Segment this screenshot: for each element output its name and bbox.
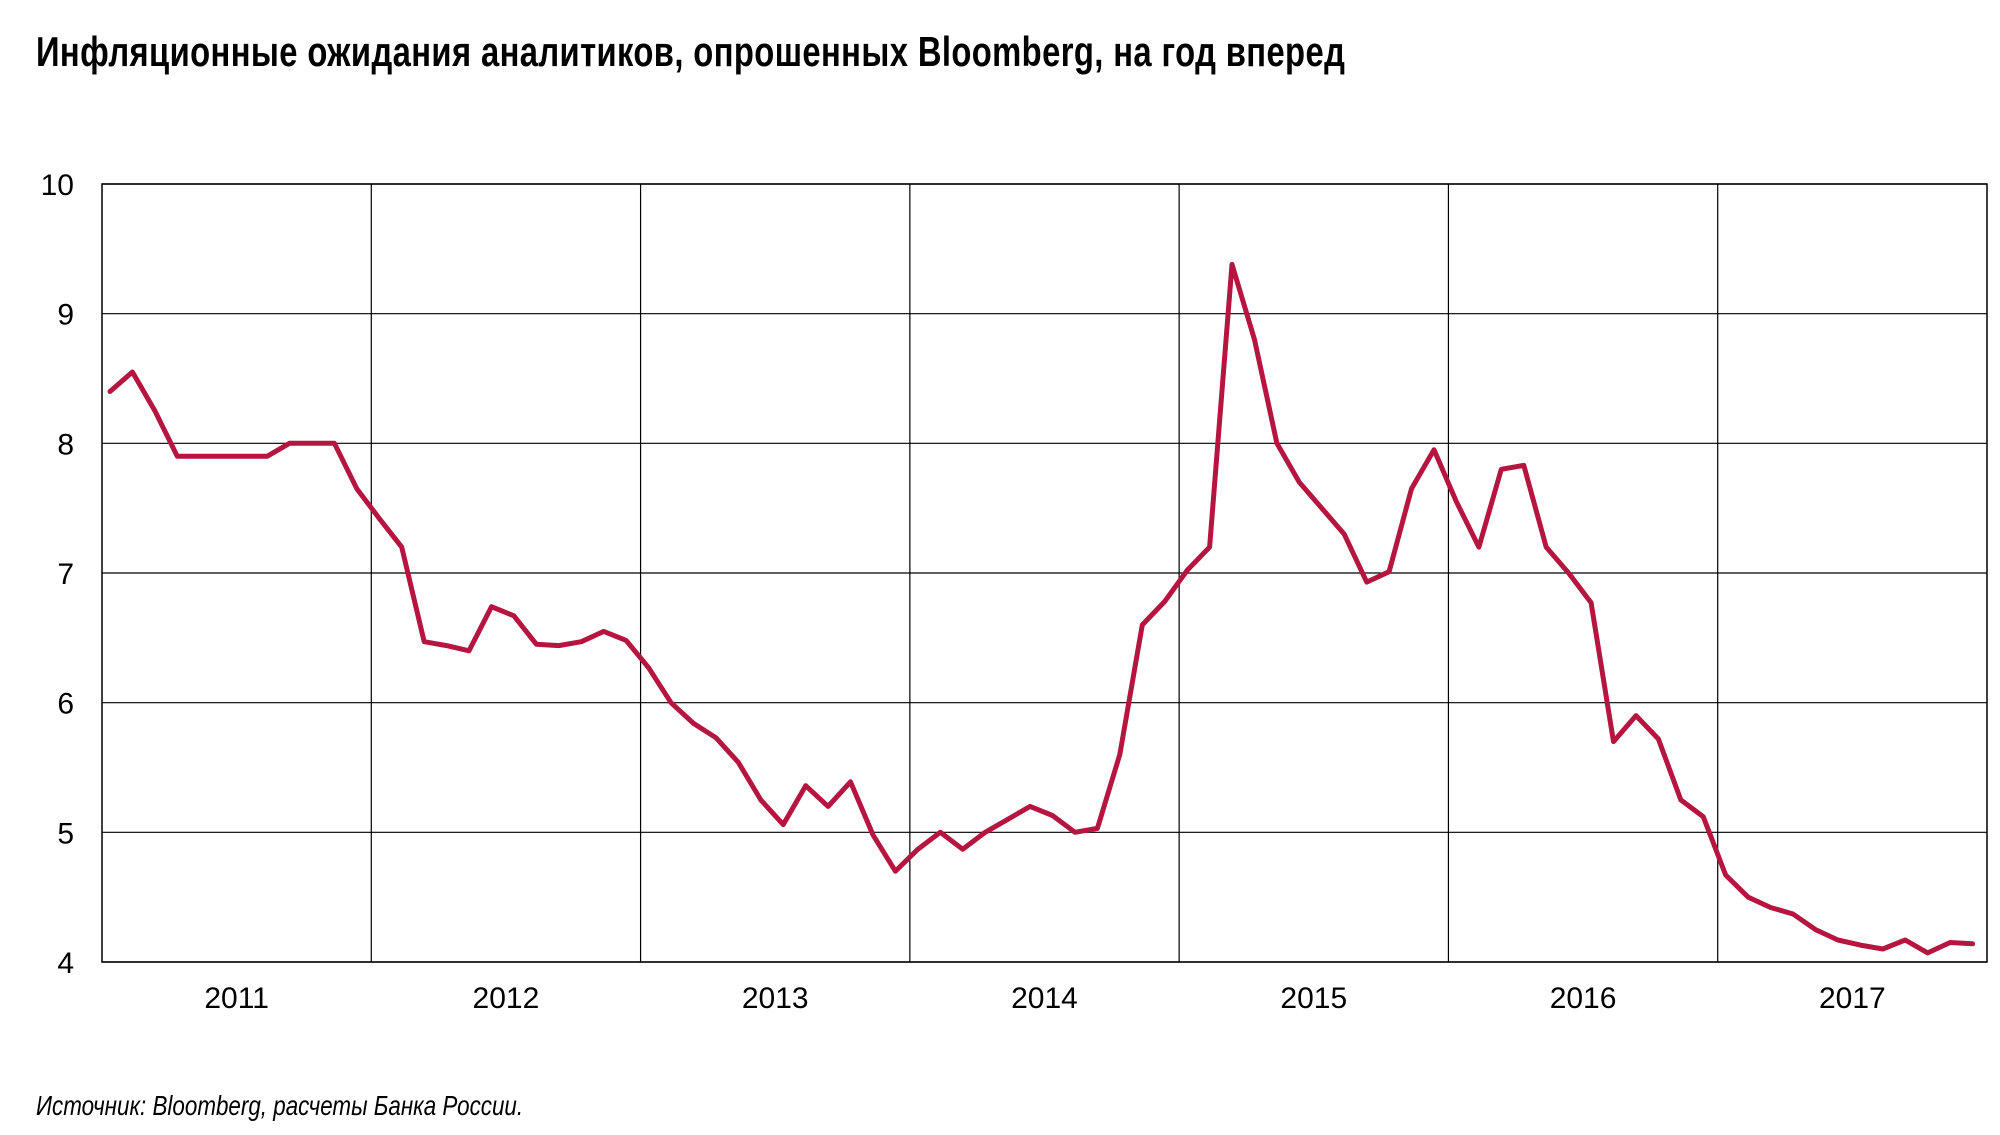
y-tick-label: 10 [41, 169, 74, 202]
x-tick-label: 2013 [742, 982, 809, 1015]
x-tick-label: 2011 [204, 982, 269, 1015]
source-note: Источник: Bloomberg, расчеты Банка Росси… [36, 1090, 524, 1121]
x-tick-label: 2014 [1011, 982, 1078, 1015]
series-line [107, 261, 1976, 956]
y-tick-label: 8 [57, 428, 74, 461]
y-tick-label: 5 [57, 817, 74, 850]
grid [101, 183, 1988, 963]
y-tick-label: 9 [57, 299, 74, 332]
x-tick-labels: 2011 2012 2013 2014 2015 2016 2017 [204, 982, 1885, 1015]
y-tick-label: 7 [57, 558, 74, 591]
x-tick-label: 2016 [1550, 982, 1617, 1015]
x-tick-label: 2017 [1819, 982, 1886, 1015]
series-group [107, 261, 1976, 956]
y-tick-labels: 4 5 6 7 8 9 10 [41, 169, 74, 980]
y-tick-label: 6 [57, 688, 74, 721]
chart-title: Инфляционные ожидания аналитиков, опроше… [36, 28, 1346, 75]
x-tick-label: 2012 [473, 982, 540, 1015]
y-tick-label: 4 [57, 947, 74, 980]
x-tick-label: 2015 [1280, 982, 1347, 1015]
